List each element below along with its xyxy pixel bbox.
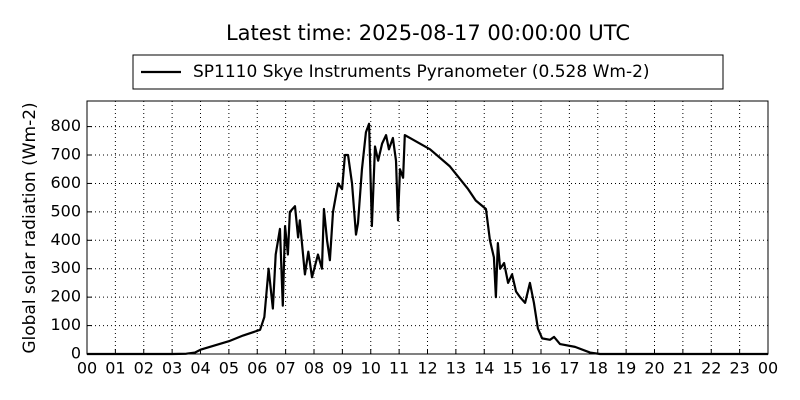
x-tick-label: 07: [275, 359, 295, 378]
x-tick-label: 10: [361, 359, 381, 378]
x-tick-label: 17: [559, 359, 579, 378]
x-tick-label: 11: [389, 359, 409, 378]
y-tick-label: 400: [50, 230, 81, 249]
legend-box: [132, 54, 724, 90]
x-tick-label: 13: [446, 359, 466, 378]
y-tick-label: 600: [50, 173, 81, 192]
x-tick-label: 12: [417, 359, 437, 378]
x-tick-label: 00: [77, 359, 97, 378]
y-tick-label: 300: [50, 258, 81, 277]
y-tick-label: 700: [50, 145, 81, 164]
chart-title: Latest time: 2025-08-17 00:00:00 UTC: [226, 21, 630, 45]
x-tick-label: 23: [729, 359, 749, 378]
x-tick-label: 15: [502, 359, 522, 378]
x-tick-label: 20: [644, 359, 664, 378]
x-tick-label: 00: [758, 359, 778, 378]
x-tick-label: 14: [474, 359, 494, 378]
x-tick-label: 03: [162, 359, 182, 378]
legend-label: SP1110 Skye Instruments Pyranometer (0.5…: [193, 62, 650, 82]
y-axis-label: Global solar radiation (Wm-2): [20, 102, 40, 353]
x-tick-label: 09: [332, 359, 352, 378]
y-tick-label: 100: [50, 315, 81, 334]
x-tick-label: 06: [247, 359, 267, 378]
x-tick-label: 22: [701, 359, 721, 378]
x-tick-label: 04: [190, 359, 210, 378]
x-tick-label: 16: [531, 359, 551, 378]
x-tick-label: 08: [304, 359, 324, 378]
x-tick-label: 18: [588, 359, 608, 378]
y-tick-label: 200: [50, 287, 81, 306]
data-line: [87, 122, 768, 356]
plot-frame: [86, 100, 769, 355]
x-tick-label: 19: [616, 359, 636, 378]
y-tick-label: 0: [71, 344, 81, 363]
y-tick-label: 800: [50, 116, 81, 135]
x-tick-label: 21: [673, 359, 693, 378]
x-tick-label: 02: [134, 359, 154, 378]
x-tick-label: 01: [105, 359, 125, 378]
x-tick-label: 05: [219, 359, 239, 378]
y-tick-label: 500: [50, 201, 81, 220]
